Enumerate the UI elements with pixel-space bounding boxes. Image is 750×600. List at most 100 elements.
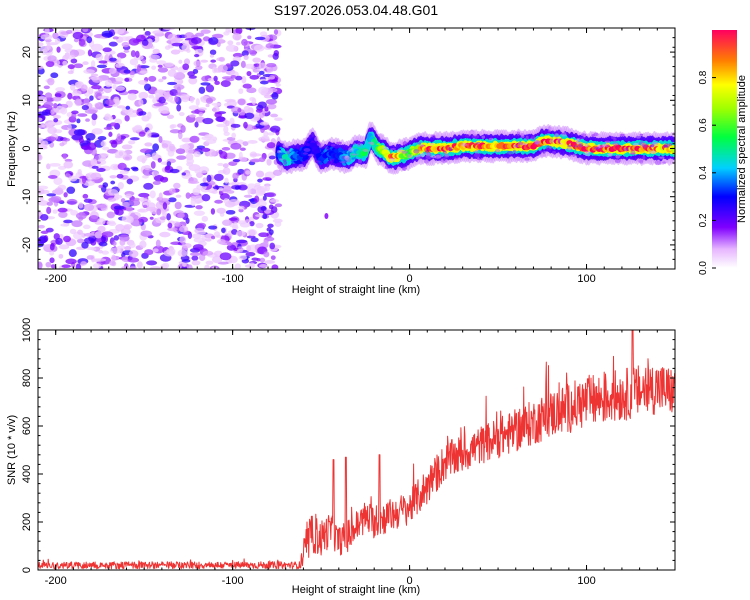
noise-blob (70, 58, 78, 64)
noise-blob (237, 220, 247, 225)
noise-blob (249, 159, 262, 163)
noise-blob (139, 240, 147, 249)
noise-blob (144, 249, 154, 256)
noise-blob (148, 94, 155, 99)
ridge-speckle (567, 154, 574, 157)
noise-blob (174, 222, 182, 227)
ridge-speckle (330, 144, 336, 147)
noise-blob (52, 114, 62, 120)
noise-blob (256, 200, 267, 208)
ridge-speckle (591, 134, 595, 137)
noise-blob (47, 175, 58, 179)
noise-blob (64, 54, 76, 60)
noise-blob (81, 176, 87, 184)
noise-blob (82, 224, 91, 230)
noise-blob (123, 49, 130, 53)
snr-panel: -200 -100 0 100 0 200 400 600 800 1000 Height of… (6, 318, 676, 596)
ridge-speckle (306, 143, 310, 147)
noise-blob (212, 105, 220, 113)
noise-blob (205, 238, 212, 242)
noise-blob (82, 28, 89, 33)
noise-blob (65, 258, 77, 265)
ridge-speckle (307, 153, 315, 157)
noise-blob (124, 77, 130, 82)
noise-blob (324, 212, 329, 219)
noise-blob (159, 231, 171, 238)
noise-blob (127, 257, 140, 263)
noise-blob (181, 172, 186, 176)
noise-blob (121, 144, 133, 150)
noise-blob (271, 92, 279, 100)
noise-blob (205, 103, 210, 108)
noise-blob (244, 219, 252, 223)
noise-blob (226, 242, 233, 247)
noise-blob (177, 131, 183, 140)
noise-blob (219, 252, 232, 261)
noise-blob (106, 221, 112, 225)
noise-blob (230, 142, 242, 150)
noise-blob (169, 143, 176, 152)
noise-blob (78, 137, 84, 144)
noise-blob (96, 64, 108, 69)
noise-blob (184, 32, 195, 41)
noise-blob (223, 131, 230, 136)
noise-blob (230, 74, 237, 79)
ridge-speckle (559, 142, 563, 146)
noise-blob (156, 60, 167, 65)
noise-blob (193, 60, 202, 67)
colorbar-gradient (712, 30, 737, 268)
spectrogram-x-ticks: -200 -100 0 100 (37, 28, 676, 285)
noise-blob (60, 107, 68, 115)
noise-blob (47, 77, 55, 86)
noise-blob (46, 201, 53, 206)
noise-blob (223, 125, 229, 134)
noise-blob (249, 49, 257, 56)
noise-blob (86, 142, 97, 151)
ridge-speckle (566, 147, 573, 151)
noise-blob (64, 158, 73, 163)
noise-blob (151, 134, 160, 138)
noise-blob (161, 110, 170, 114)
noise-blob (128, 38, 140, 46)
noise-blob (83, 180, 95, 187)
noise-blob (120, 198, 126, 203)
noise-blob (241, 75, 247, 84)
noise-blob (176, 155, 187, 160)
noise-blob (98, 60, 108, 64)
noise-blob (176, 80, 184, 84)
noise-blob (49, 162, 61, 167)
noise-blob (106, 211, 116, 219)
noise-blob (155, 201, 164, 210)
noise-blob (47, 55, 57, 62)
noise-blob (61, 43, 73, 50)
noise-blob (210, 59, 217, 63)
ridge-speckle (515, 156, 521, 162)
noise-blob (116, 105, 126, 109)
ridge-speckle (389, 147, 396, 151)
noise-blob (246, 70, 252, 77)
noise-blob (76, 238, 85, 244)
noise-blob (81, 104, 89, 111)
ridge-speckle (303, 148, 311, 153)
noise-blob (90, 76, 100, 81)
noise-blob (76, 118, 81, 124)
noise-blob (142, 204, 148, 209)
x-tick-label: -100 (222, 575, 244, 587)
noise-blob (62, 60, 68, 66)
noise-blob (265, 98, 278, 105)
noise-blob (211, 190, 218, 194)
ridge-speckle (434, 154, 442, 159)
noise-blob (132, 167, 139, 172)
ridge-speckle (638, 141, 645, 147)
noise-blob (228, 217, 238, 221)
noise-blob (159, 176, 169, 183)
noise-blob (130, 50, 136, 58)
noise-blob (138, 208, 146, 213)
noise-blob (208, 37, 219, 45)
snr-y-ticks: 0 200 400 600 800 1000 (21, 318, 675, 573)
noise-blob (152, 248, 159, 253)
noise-blob (274, 221, 282, 228)
ridge-speckle (350, 153, 358, 156)
ridge-speckle (550, 138, 554, 144)
noise-blob (268, 204, 274, 210)
